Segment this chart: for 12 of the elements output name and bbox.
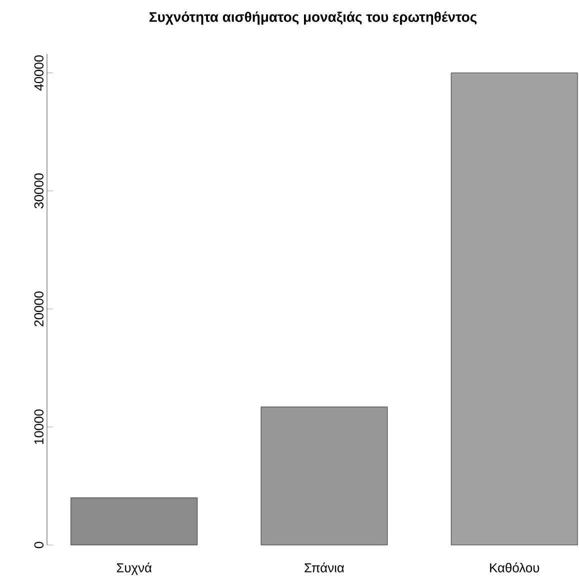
y-tick-label: 30000 — [34, 173, 44, 208]
bar — [260, 406, 388, 546]
x-tick-label: Σπάνια — [304, 562, 344, 572]
bar — [450, 72, 578, 546]
x-tick-label: Καθόλου — [490, 562, 540, 572]
y-tick-label: 0 — [34, 542, 44, 548]
chart-title: Συχνότητα αισθήματος μοναξιάς του ερωτηθέντος — [150, 12, 477, 25]
x-tick-label: Συχνά — [116, 562, 152, 575]
y-tick-label: 40000 — [34, 55, 44, 91]
y-tick-label: 20000 — [34, 291, 44, 326]
bar — [70, 498, 198, 546]
y-tick-label: 10000 — [34, 409, 44, 444]
